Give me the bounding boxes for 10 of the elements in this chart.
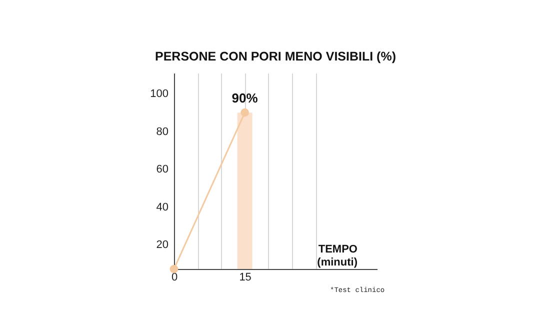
y-tick-label: 60 [156,164,168,176]
x-tick-label: 0 [171,272,178,284]
chart-title: PERSONE CON PORI MENO VISIBILI (%) [155,50,396,64]
y-tick-label: 100 [150,88,168,100]
y-tick-label: 40 [156,201,168,214]
x-axis-title: TEMPO (minuti) [317,244,358,268]
y-tick-label: 20 [156,239,168,251]
y-tick-label: 80 [156,126,168,138]
x-tick-label: 15 [239,272,252,284]
data-label: 90% [232,90,258,106]
